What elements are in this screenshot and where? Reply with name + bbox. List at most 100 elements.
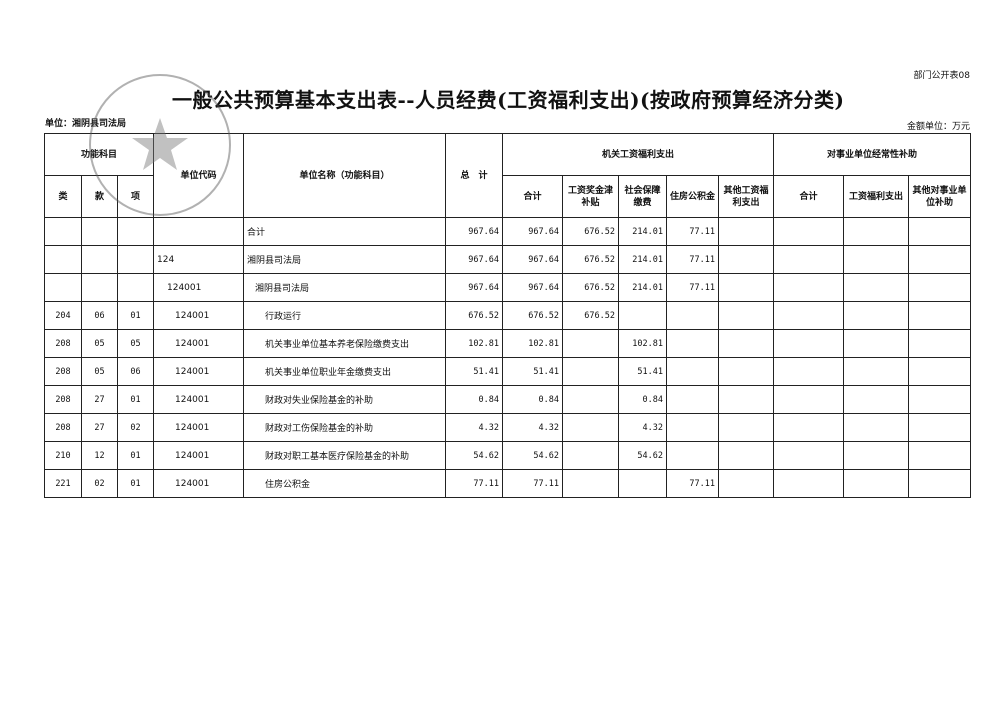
- page-title: 一般公共预算基本支出表--人员经费(工资福利支出)(按政府预算经济分类): [172, 88, 845, 112]
- cell-i-other: [908, 301, 971, 330]
- cell-i-wage: [843, 217, 909, 246]
- table-row: 124 湘阴县司法局 967.64 967.64 676.52 214.01 77.11: [44, 245, 971, 274]
- cell-i-total: [773, 273, 844, 302]
- header-gov-total: 合计: [502, 175, 563, 218]
- cell-lei: [44, 217, 82, 246]
- cell-xiang: [117, 245, 154, 274]
- cell-i-total: [773, 245, 844, 274]
- cell-g-social: 214.01: [618, 245, 667, 274]
- cell-g-total: 77.11: [502, 469, 563, 498]
- header-gov-wage: 工资奖金津补贴: [562, 175, 619, 218]
- cell-g-total: 967.64: [502, 245, 563, 274]
- cell-total: 967.64: [445, 217, 503, 246]
- cell-total: 51.41: [445, 357, 503, 386]
- cell-i-total: [773, 301, 844, 330]
- cell-i-wage: [843, 357, 909, 386]
- cell-g-housing: [666, 329, 719, 358]
- money-unit-label: 金额单位：万元: [906, 122, 970, 132]
- header-func-subject: 功能科目: [44, 133, 154, 176]
- cell-i-wage: [843, 329, 909, 358]
- cell-g-other: [718, 357, 774, 386]
- header-lei: 类: [44, 175, 82, 218]
- cell-lei: 204: [44, 301, 82, 330]
- cell-i-other: [908, 245, 971, 274]
- unit-label: 单位：湘阴县司法局: [45, 119, 127, 129]
- cell-name: 财政对失业保险基金的补助: [243, 385, 446, 414]
- cell-g-wage: [562, 469, 619, 498]
- cell-g-social: 4.32: [618, 413, 667, 442]
- table-row: 208 05 06 124001 机关事业单位职业年金缴费支出 51.41 51.41 51.…: [44, 357, 971, 386]
- cell-xiang: [117, 217, 154, 246]
- cell-i-other: [908, 385, 971, 414]
- cell-g-wage: 676.52: [562, 217, 619, 246]
- cell-g-social: 0.84: [618, 385, 667, 414]
- cell-g-other: [718, 245, 774, 274]
- cell-code: 124001: [153, 329, 244, 358]
- cell-kuan: 05: [81, 329, 118, 358]
- header-inst-other: 其他对事业单位补助: [908, 175, 971, 218]
- cell-i-wage: [843, 441, 909, 470]
- header-inst-group: 对事业单位经常性补助: [773, 133, 971, 176]
- cell-i-total: [773, 329, 844, 358]
- header-xiang: 项: [117, 175, 154, 218]
- cell-total: 0.84: [445, 385, 503, 414]
- cell-name: 合计: [243, 217, 446, 246]
- cell-i-other: [908, 469, 971, 498]
- cell-g-total: 54.62: [502, 441, 563, 470]
- cell-g-social: 102.81: [618, 329, 667, 358]
- cell-total: 54.62: [445, 441, 503, 470]
- cell-i-other: [908, 413, 971, 442]
- cell-g-housing: 77.11: [666, 245, 719, 274]
- header-unit-code: 单位代码: [153, 133, 244, 218]
- cell-i-wage: [843, 301, 909, 330]
- cell-code: 124001: [153, 441, 244, 470]
- cell-total: 102.81: [445, 329, 503, 358]
- cell-g-housing: [666, 357, 719, 386]
- cell-xiang: 02: [117, 413, 154, 442]
- budget-table: 功能科目 单位代码 单位名称（功能科目） 总 计 机关工资福利支出 对事业单位经…: [44, 133, 971, 498]
- cell-code: 124001: [153, 357, 244, 386]
- cell-lei: 208: [44, 329, 82, 358]
- cell-xiang: 06: [117, 357, 154, 386]
- cell-lei: 208: [44, 385, 82, 414]
- cell-g-other: [718, 469, 774, 498]
- cell-total: 967.64: [445, 245, 503, 274]
- table-row: 合计 967.64 967.64 676.52 214.01 77.11: [44, 217, 971, 246]
- cell-g-wage: [562, 385, 619, 414]
- cell-g-wage: [562, 329, 619, 358]
- header-gov-social: 社会保障缴费: [618, 175, 667, 218]
- cell-g-social: 51.41: [618, 357, 667, 386]
- header-gov-housing: 住房公积金: [666, 175, 719, 218]
- cell-g-total: 0.84: [502, 385, 563, 414]
- cell-i-other: [908, 273, 971, 302]
- cell-total: 676.52: [445, 301, 503, 330]
- cell-i-wage: [843, 469, 909, 498]
- cell-g-wage: [562, 441, 619, 470]
- cell-g-total: 102.81: [502, 329, 563, 358]
- cell-code: 124001: [153, 469, 244, 498]
- cell-xiang: 01: [117, 385, 154, 414]
- cell-name: 机关事业单位职业年金缴费支出: [243, 357, 446, 386]
- cell-lei: 208: [44, 357, 82, 386]
- form-number: 部门公开表08: [913, 71, 970, 81]
- table-row: 208 27 01 124001 财政对失业保险基金的补助 0.84 0.84 0.84: [44, 385, 971, 414]
- header-gov-other: 其他工资福利支出: [718, 175, 774, 218]
- cell-g-wage: 676.52: [562, 245, 619, 274]
- table-row: 208 05 05 124001 机关事业单位基本养老保险缴费支出 102.81 102.8…: [44, 329, 971, 358]
- cell-name: 湘阴县司法局: [243, 273, 446, 302]
- header-gov-group: 机关工资福利支出: [502, 133, 774, 176]
- cell-i-wage: [843, 273, 909, 302]
- cell-g-housing: [666, 441, 719, 470]
- cell-xiang: 01: [117, 441, 154, 470]
- cell-code: 124001: [153, 385, 244, 414]
- cell-i-total: [773, 357, 844, 386]
- header-inst-total: 合计: [773, 175, 844, 218]
- cell-lei: [44, 245, 82, 274]
- cell-i-total: [773, 217, 844, 246]
- cell-i-wage: [843, 413, 909, 442]
- table-row: 204 06 01 124001 行政运行 676.52 676.52 676.52: [44, 301, 971, 330]
- cell-i-total: [773, 469, 844, 498]
- header-unit-name: 单位名称（功能科目）: [243, 133, 446, 218]
- cell-code: 124001: [153, 413, 244, 442]
- cell-code: 124001: [153, 301, 244, 330]
